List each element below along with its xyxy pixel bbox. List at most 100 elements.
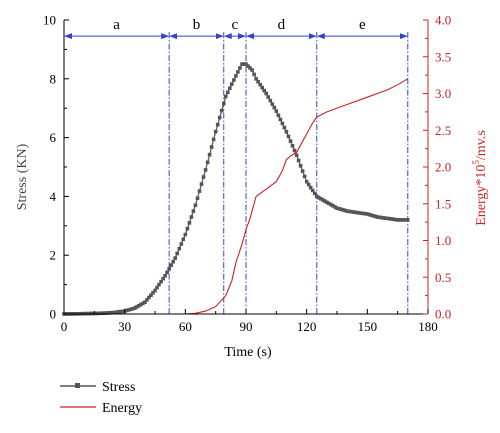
stress-point — [389, 217, 394, 221]
stress-point — [262, 88, 266, 93]
stress-point — [230, 82, 234, 86]
stress-point — [294, 153, 299, 157]
stress-point — [207, 152, 212, 157]
stress-point — [157, 282, 161, 287]
y-right-ticks: 0.0 0.5 1.0 1.5 2.0 2.5 3.0 3.5 4.0 — [423, 13, 451, 322]
legend-item-stress: Stress — [60, 380, 135, 395]
legend-item-energy: Energy — [60, 401, 142, 416]
stress-point — [274, 109, 279, 113]
stress-point — [369, 213, 374, 217]
stress-point — [391, 217, 396, 222]
stress-point — [219, 108, 224, 113]
stress-point — [302, 174, 307, 179]
stress-point — [181, 237, 186, 242]
stress-point — [234, 74, 238, 78]
stress-point — [373, 214, 378, 219]
stress-point — [341, 208, 345, 212]
y-left-tick-label: 10 — [43, 13, 56, 28]
stress-point — [133, 306, 137, 310]
stress-point — [108, 311, 113, 315]
stress-point — [191, 209, 196, 213]
stress-point — [284, 129, 289, 134]
stress-point — [240, 62, 244, 66]
stress-point — [173, 256, 177, 260]
stress-point — [395, 218, 400, 222]
stress-point — [306, 182, 311, 187]
stress-point — [367, 212, 372, 217]
stress-point — [379, 215, 384, 220]
stress-point — [131, 306, 135, 311]
phase-layer: a b c d e — [64, 17, 409, 314]
stress-point — [242, 62, 246, 66]
stress-point — [286, 134, 291, 139]
stress-point — [232, 78, 236, 82]
stress-point — [155, 285, 159, 290]
stress-point — [177, 246, 182, 251]
y-left-tick-label: 4 — [50, 189, 57, 204]
stress-point — [397, 218, 402, 222]
stress-point — [120, 309, 125, 314]
stress-point — [193, 203, 198, 207]
stress-point — [323, 199, 327, 203]
stress-point — [244, 62, 248, 66]
stress-point — [361, 211, 366, 216]
y-left-tick-label: 2 — [50, 248, 57, 263]
stress-point — [254, 77, 258, 81]
stress-point — [236, 70, 240, 74]
x-ticks: 0 30 60 90 120 150 180 — [61, 309, 438, 334]
axes-layer: 0 30 60 90 120 150 180 0 2 4 6 8 10 0.0 0.5 1.0 1.5 2.0… — [15, 13, 489, 361]
stress-point — [282, 125, 287, 130]
stress-point — [175, 251, 179, 256]
stress-point — [161, 276, 165, 281]
stress-point — [266, 95, 270, 99]
stress-point — [292, 148, 297, 153]
stress-point — [357, 211, 361, 215]
stress-point — [381, 216, 386, 220]
stress-point — [94, 311, 99, 316]
stress-point — [319, 197, 323, 201]
stress-point — [280, 121, 285, 126]
stress-point — [343, 208, 347, 213]
y-right-tick-label: 1.5 — [435, 196, 451, 211]
stress-point — [226, 90, 230, 95]
stress-point — [215, 122, 220, 127]
stress-point — [201, 175, 206, 179]
stress-point — [124, 308, 129, 313]
stress-point — [213, 129, 218, 134]
stress-point — [329, 202, 333, 207]
stress-point — [351, 210, 355, 214]
y-left-tick-label: 6 — [50, 130, 57, 145]
x-tick-label: 0 — [61, 319, 68, 334]
stress-point — [169, 263, 173, 267]
x-tick-label: 60 — [179, 319, 192, 334]
phase-label: d — [278, 17, 286, 33]
stress-point — [377, 215, 382, 220]
stress-point — [252, 72, 256, 77]
stress-point — [278, 117, 283, 122]
y-axis-right-label: Energy*105/mv.s — [471, 130, 489, 226]
stress-point — [163, 274, 167, 278]
stress-point — [195, 196, 200, 200]
stress-point — [327, 201, 331, 206]
x-tick-label: 30 — [118, 319, 131, 334]
stress-point — [404, 218, 408, 222]
stress-point — [110, 310, 115, 315]
stress-point — [222, 101, 226, 106]
phase-label: e — [359, 17, 366, 33]
legend-stress-label: Stress — [102, 380, 135, 395]
stress-point — [102, 311, 107, 315]
stress-point — [359, 211, 364, 215]
stress-point — [276, 113, 281, 118]
stress-point — [290, 144, 295, 148]
stress-point — [310, 188, 315, 193]
stress-point — [139, 302, 143, 307]
x-tick-label: 180 — [418, 319, 438, 334]
stress-point — [167, 266, 171, 271]
y-right-tick-label: 0.0 — [435, 307, 451, 322]
phase-label: b — [193, 17, 201, 33]
stress-point — [145, 298, 149, 302]
legend: Stress Energy — [60, 380, 142, 416]
stress-point — [264, 91, 268, 96]
y-left-ticks: 0 2 4 6 8 10 — [43, 13, 69, 322]
stress-point — [268, 98, 273, 103]
